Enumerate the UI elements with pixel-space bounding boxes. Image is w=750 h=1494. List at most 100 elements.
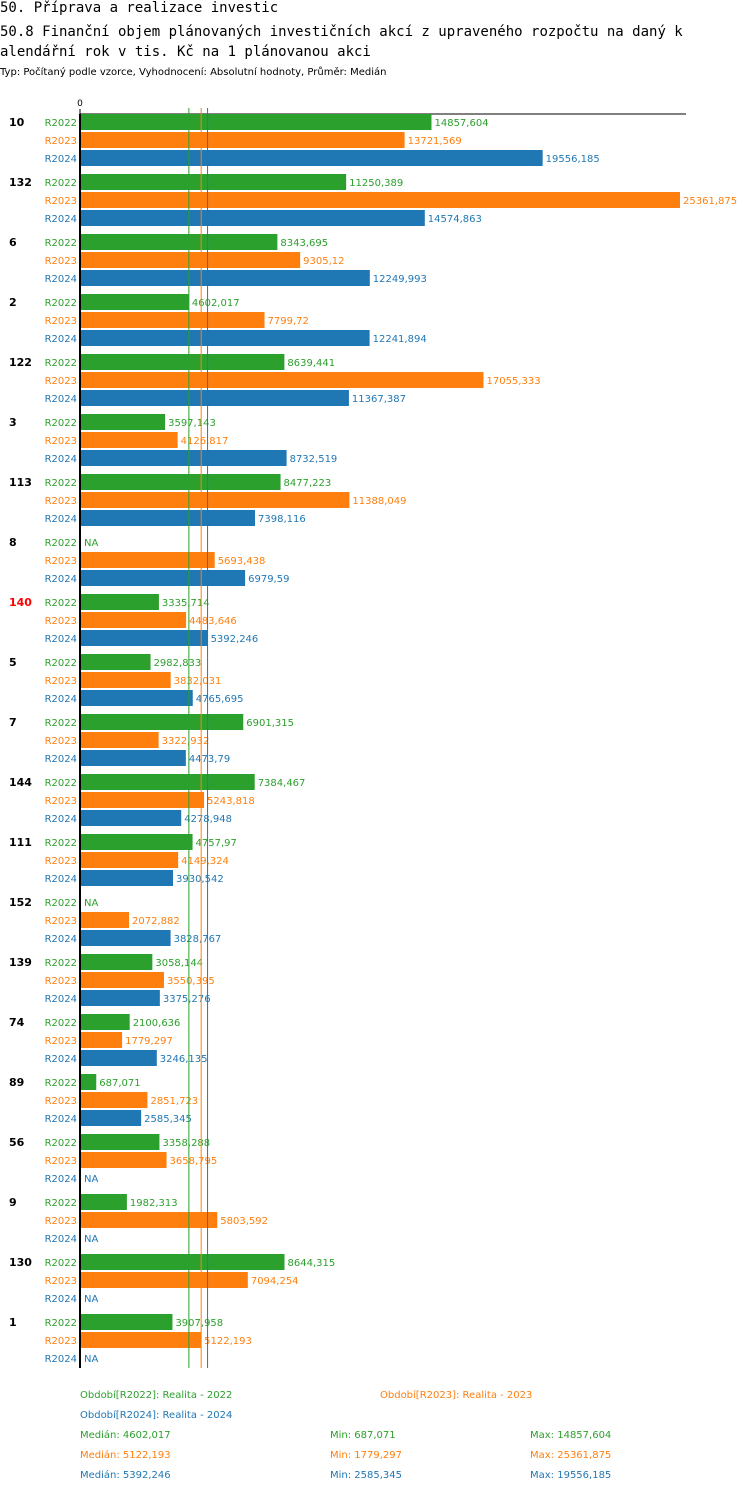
bar-3-R2023: [80, 432, 178, 448]
bar-122-R2022: [80, 354, 285, 370]
value-label-6-R2024: 12249,993: [373, 274, 427, 285]
series-label-130-R2024: R2024: [45, 1294, 77, 1305]
bar-10-R2022: [80, 114, 432, 130]
bar-74-R2023: [80, 1032, 123, 1048]
bar-152-R2024: [80, 930, 171, 946]
category-label-2: 2: [9, 296, 17, 309]
legend-max-r2024: Max: 19556,185: [530, 1470, 612, 1481]
value-label-6-R2022: 8343,695: [280, 238, 328, 249]
bar-1-R2023: [80, 1332, 202, 1348]
legend-max-r2022: Max: 14857,604: [530, 1430, 612, 1441]
bar-2-R2022: [80, 294, 189, 310]
bar-111-R2024: [80, 870, 173, 886]
bar-130-R2023: [80, 1272, 248, 1288]
bar-113-R2024: [80, 510, 256, 526]
series-label-3-R2022: R2022: [45, 418, 77, 429]
value-label-122-R2022: 8639,441: [287, 358, 335, 369]
series-label-140-R2023: R2023: [45, 616, 77, 627]
bar-140-R2022: [80, 594, 159, 610]
value-label-6-R2023: 9305,12: [303, 256, 344, 267]
value-label-139-R2023: 3550,395: [167, 976, 215, 987]
category-label-6: 6: [9, 236, 17, 249]
series-label-122-R2022: R2022: [45, 358, 77, 369]
bar-74-R2024: [80, 1050, 157, 1066]
series-label-7-R2022: R2022: [45, 718, 77, 729]
value-label-7-R2024: 4473,79: [189, 754, 230, 765]
category-label-8: 8: [9, 536, 17, 549]
series-label-7-R2023: R2023: [45, 736, 77, 747]
legend-min-r2023: Min: 1779,297: [330, 1450, 403, 1461]
legend-period-r2022: Období[R2022]: Realita - 2022: [80, 1390, 233, 1401]
value-label-7-R2022: 6901,315: [246, 718, 294, 729]
bar-2-R2024: [80, 330, 370, 346]
legend-min-r2024: Min: 2585,345: [330, 1470, 403, 1481]
bar-132-R2023: [80, 192, 680, 208]
value-label-1-R2022: 3907,958: [175, 1318, 223, 1329]
series-label-152-R2022: R2022: [45, 898, 77, 909]
value-label-89-R2023: 2851,723: [150, 1096, 198, 1107]
chart-title: 50. Příprava a realizace investic: [0, 0, 279, 16]
bar-139-R2022: [80, 954, 153, 970]
series-label-8-R2023: R2023: [45, 556, 77, 567]
series-label-9-R2022: R2022: [45, 1198, 77, 1209]
value-label-140-R2024: 5392,246: [211, 634, 259, 645]
legend-min-r2022: Min: 687,071: [330, 1430, 396, 1441]
bar-10-R2023: [80, 132, 405, 148]
value-label-2-R2022: 4602,017: [192, 298, 240, 309]
series-label-89-R2023: R2023: [45, 1096, 77, 1107]
series-label-10-R2024: R2024: [45, 154, 77, 165]
value-label-140-R2023: 4483,646: [189, 616, 237, 627]
category-label-3: 3: [9, 416, 17, 429]
category-label-139: 139: [9, 956, 32, 969]
series-label-1-R2024: R2024: [45, 1354, 77, 1365]
value-label-132-R2024: 14574,863: [428, 214, 482, 225]
bar-140-R2023: [80, 612, 187, 628]
series-label-89-R2024: R2024: [45, 1114, 77, 1125]
value-label-113-R2023: 11388,049: [352, 496, 406, 507]
value-label-56-R2022: 3358,288: [162, 1138, 210, 1149]
value-label-122-R2024: 11367,387: [352, 394, 406, 405]
series-label-152-R2023: R2023: [45, 916, 77, 927]
bar-5-R2022: [80, 654, 151, 670]
series-label-139-R2023: R2023: [45, 976, 77, 987]
series-label-6-R2023: R2023: [45, 256, 77, 267]
category-label-140: 140: [9, 596, 32, 609]
category-label-144: 144: [9, 776, 32, 789]
bar-3-R2024: [80, 450, 287, 466]
series-label-9-R2024: R2024: [45, 1234, 77, 1245]
value-label-1-R2023: 5122,193: [204, 1336, 252, 1347]
bar-2-R2023: [80, 312, 265, 328]
value-label-113-R2024: 7398,116: [258, 514, 306, 525]
value-label-8-R2022: NA: [84, 538, 98, 549]
series-label-74-R2022: R2022: [45, 1018, 77, 1029]
category-label-152: 152: [9, 896, 32, 909]
chart-subtitle-line2: alendářní rok v tis. Kč na 1 plánovanou …: [0, 44, 371, 60]
value-label-144-R2024: 4278,948: [184, 814, 232, 825]
bar-3-R2022: [80, 414, 166, 430]
bar-144-R2023: [80, 792, 205, 808]
legend-median-r2024: Medián: 5392,246: [80, 1470, 171, 1481]
value-label-152-R2022: NA: [84, 898, 98, 909]
value-label-5-R2024: 4765,695: [196, 694, 244, 705]
value-label-9-R2022: 1982,313: [130, 1198, 178, 1209]
series-label-130-R2023: R2023: [45, 1276, 77, 1287]
bar-139-R2024: [80, 990, 160, 1006]
bar-7-R2022: [80, 714, 244, 730]
value-label-89-R2024: 2585,345: [144, 1114, 192, 1125]
value-label-132-R2022: 11250,389: [349, 178, 403, 189]
bar-8-R2024: [80, 570, 246, 586]
value-label-152-R2023: 2072,882: [132, 916, 180, 927]
bar-152-R2023: [80, 912, 130, 928]
category-label-74: 74: [9, 1016, 25, 1029]
bar-7-R2024: [80, 750, 186, 766]
series-label-139-R2022: R2022: [45, 958, 77, 969]
value-label-152-R2024: 3828,767: [174, 934, 222, 945]
value-label-7-R2023: 3322,932: [162, 736, 210, 747]
value-label-10-R2024: 19556,185: [546, 154, 600, 165]
category-label-113: 113: [9, 476, 32, 489]
series-label-56-R2022: R2022: [45, 1138, 77, 1149]
bar-144-R2022: [80, 774, 255, 790]
bar-6-R2023: [80, 252, 301, 268]
bar-113-R2023: [80, 492, 350, 508]
value-label-113-R2022: 8477,223: [284, 478, 332, 489]
